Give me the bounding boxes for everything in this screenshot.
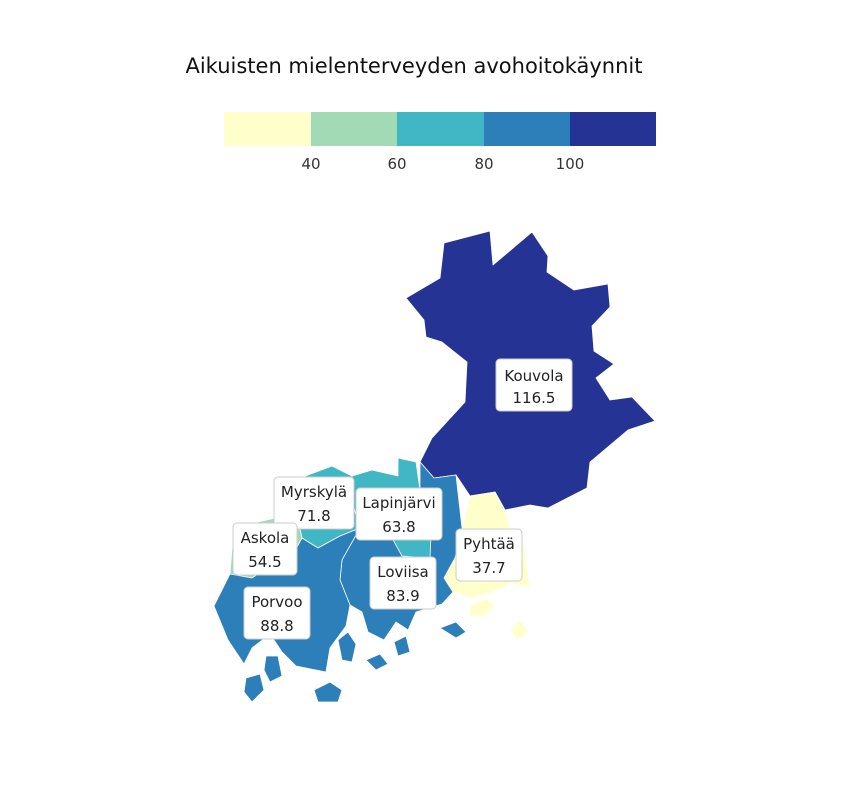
label-lapinjarvi-name: Lapinjärvi bbox=[362, 494, 435, 512]
legend-tick-100: 100 bbox=[556, 155, 585, 173]
region-labels: Kouvola 116.5 Myrskylä 71.8 Lapinjärvi 6… bbox=[232, 358, 573, 640]
legend-tick-40: 40 bbox=[301, 155, 320, 173]
legend-bin-1 bbox=[224, 112, 311, 146]
label-myrskyla-value: 71.8 bbox=[297, 507, 330, 525]
label-askola: Askola 54.5 bbox=[232, 522, 298, 576]
region-porvoo-island-2 bbox=[263, 655, 283, 683]
legend-bin-5 bbox=[570, 112, 656, 146]
region-pyhtaa-island-1 bbox=[469, 597, 496, 617]
label-loviisa-name: Loviisa bbox=[377, 563, 429, 581]
region-porvoo-island-4 bbox=[337, 631, 357, 663]
label-porvoo-name: Porvoo bbox=[251, 593, 302, 611]
label-myrskyla: Myrskylä 71.8 bbox=[273, 476, 355, 530]
label-pyhtaa-name: Pyhtää bbox=[463, 535, 515, 553]
label-myrskyla-name: Myrskylä bbox=[281, 483, 347, 501]
label-loviisa-value: 83.9 bbox=[386, 587, 419, 605]
label-kouvola: Kouvola 116.5 bbox=[495, 358, 573, 412]
legend-bin-3 bbox=[397, 112, 484, 146]
region-loviisa-island-2 bbox=[393, 635, 411, 657]
region-loviisa-island-3 bbox=[439, 621, 467, 639]
legend-tick-60: 60 bbox=[387, 155, 406, 173]
label-pyhtaa-value: 37.7 bbox=[472, 559, 505, 577]
color-legend: 40 60 80 100 bbox=[224, 112, 656, 173]
label-askola-value: 54.5 bbox=[248, 553, 281, 571]
label-lapinjarvi-value: 63.8 bbox=[382, 518, 415, 536]
legend-bin-4 bbox=[484, 112, 570, 146]
legend-tick-80: 80 bbox=[474, 155, 493, 173]
label-loviisa: Loviisa 83.9 bbox=[369, 556, 437, 610]
label-porvoo-value: 88.8 bbox=[260, 617, 293, 635]
region-porvoo-island-1 bbox=[243, 673, 265, 703]
label-kouvola-value: 116.5 bbox=[513, 389, 556, 407]
region-pyhtaa-island-2 bbox=[509, 619, 529, 641]
region-loviisa-island-1 bbox=[365, 653, 389, 671]
label-kouvola-name: Kouvola bbox=[504, 367, 563, 385]
region-porvoo-island-3 bbox=[313, 681, 343, 703]
label-lapinjarvi: Lapinjärvi 63.8 bbox=[355, 487, 443, 541]
label-askola-name: Askola bbox=[241, 529, 290, 547]
legend-bin-2 bbox=[311, 112, 397, 146]
label-pyhtaa: Pyhtää 37.7 bbox=[455, 528, 523, 582]
label-porvoo: Porvoo 88.8 bbox=[243, 586, 311, 640]
map-title: Aikuisten mielenterveyden avohoitokäynni… bbox=[185, 54, 643, 78]
